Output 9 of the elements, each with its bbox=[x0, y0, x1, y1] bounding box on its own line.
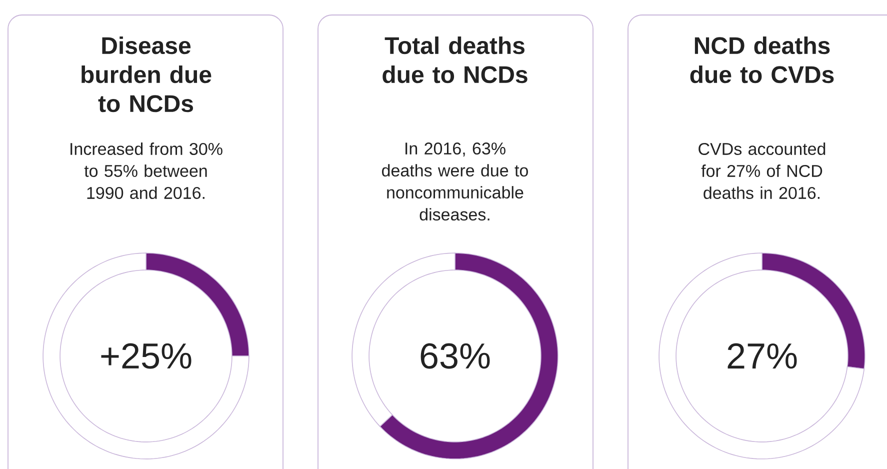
text: +25% bbox=[101, 343, 192, 369]
text: 27% bbox=[728, 343, 797, 369]
chart-title: Disease burden due to NCDs bbox=[82, 36, 212, 112]
chart-title: NCD deaths due to CVDs bbox=[690, 36, 834, 84]
text: 63% bbox=[420, 343, 490, 369]
chart-subtitle: In 2016, 63% deaths were due to noncommunicable diseases. bbox=[382, 142, 528, 221]
chart-subtitle: CVDs accounted for 27% of NCD deaths in 2016. bbox=[698, 142, 826, 199]
chart-title: Total deaths due to NCDs bbox=[382, 36, 528, 84]
chart-subtitle: Increased from 30% to 55% between 1990 and 2016. bbox=[70, 142, 222, 199]
